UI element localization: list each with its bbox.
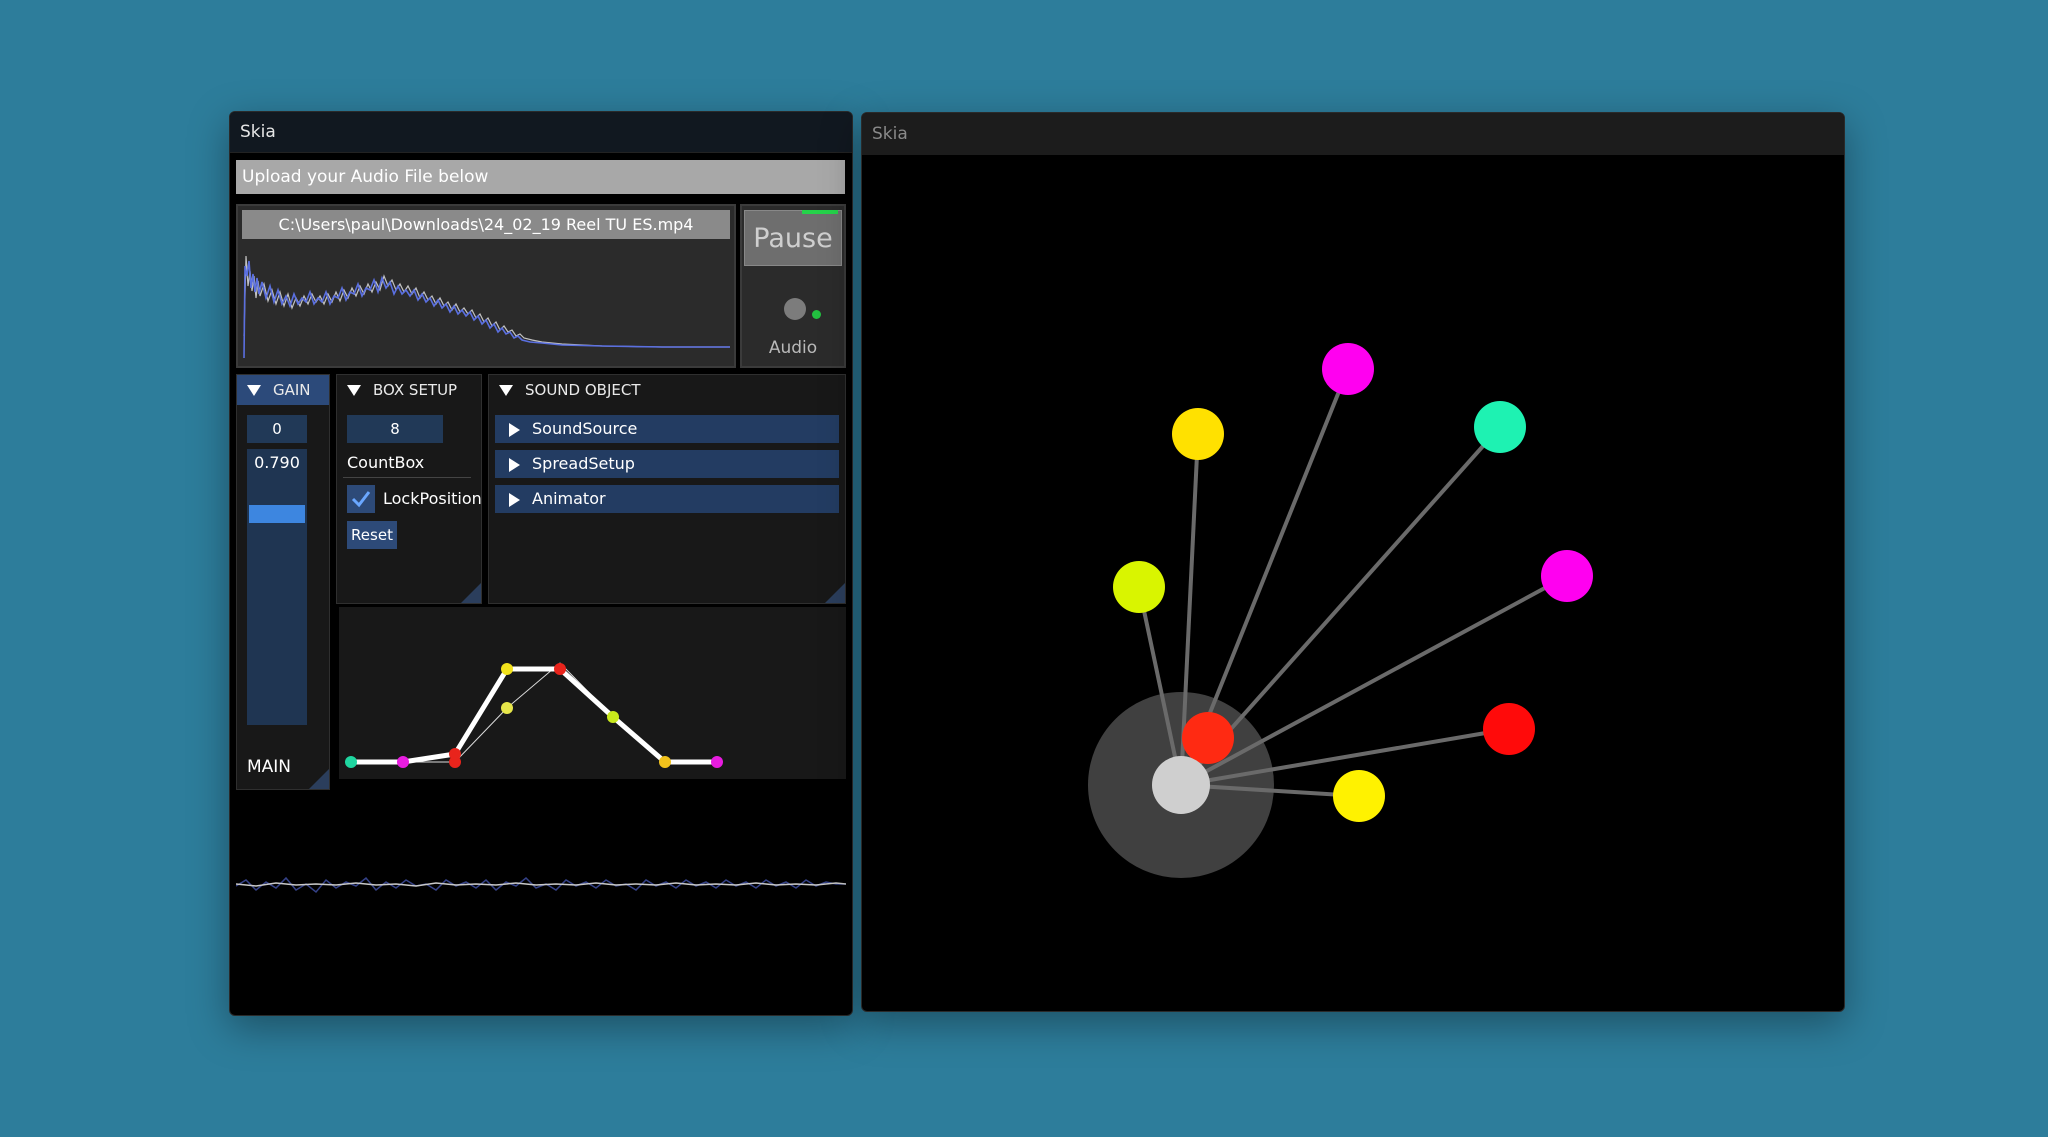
audio-label: Audio bbox=[768, 338, 818, 358]
collapse-triangle-icon bbox=[499, 385, 513, 396]
curve-control-point[interactable] bbox=[554, 663, 566, 675]
spatial-canvas[interactable] bbox=[862, 155, 1844, 1011]
curve-control-point[interactable] bbox=[659, 756, 671, 768]
control-window: Skia Upload your Audio File below C:\Use… bbox=[229, 111, 853, 1016]
window-title: Skia bbox=[862, 113, 1844, 155]
resize-grip[interactable] bbox=[461, 583, 481, 603]
gain-panel: GAIN 0 0.790 MAIN bbox=[236, 374, 330, 790]
resize-grip[interactable] bbox=[825, 583, 845, 603]
gain-slider-thumb[interactable] bbox=[249, 505, 305, 523]
count-box-input[interactable]: 8 bbox=[347, 415, 443, 443]
curve-editor[interactable] bbox=[339, 607, 846, 779]
upload-audio-bar[interactable]: Upload your Audio File below bbox=[236, 160, 845, 194]
tree-item-soundsource[interactable]: SoundSource bbox=[495, 415, 839, 443]
spectrum-display bbox=[243, 255, 730, 359]
expand-triangle-icon bbox=[509, 457, 520, 472]
sound-source-node[interactable] bbox=[1322, 343, 1374, 395]
sound-source-node[interactable] bbox=[1172, 408, 1224, 460]
curve-control-point[interactable] bbox=[501, 663, 513, 675]
collapse-triangle-icon bbox=[347, 385, 361, 396]
playing-indicator bbox=[802, 210, 838, 214]
gain-slider-value: 0.790 bbox=[254, 453, 300, 472]
curve-control-point[interactable] bbox=[501, 702, 513, 714]
lock-position-checkbox[interactable] bbox=[347, 485, 375, 513]
box-setup-header-label: BOX SETUP bbox=[373, 381, 458, 399]
expand-triangle-icon bbox=[509, 422, 520, 437]
player-panel: C:\Users\paul\Downloads\24_02_19 Reel TU… bbox=[236, 204, 736, 368]
file-path-field[interactable]: C:\Users\paul\Downloads\24_02_19 Reel TU… bbox=[242, 210, 730, 239]
box-setup-header[interactable]: BOX SETUP bbox=[337, 375, 481, 405]
window-title: Skia bbox=[230, 112, 852, 153]
tree-item-animator[interactable]: Animator bbox=[495, 485, 839, 513]
listener-node[interactable] bbox=[1152, 756, 1210, 814]
tree-item-label: SpreadSetup bbox=[532, 454, 635, 473]
collapse-triangle-icon bbox=[247, 385, 261, 396]
checkmark-icon bbox=[351, 491, 371, 508]
tree-item-label: SoundSource bbox=[532, 419, 638, 438]
gain-slider[interactable]: 0.790 bbox=[247, 449, 307, 725]
curve-control-point[interactable] bbox=[397, 756, 409, 768]
sound-object-header[interactable]: SOUND OBJECT bbox=[489, 375, 845, 405]
box-setup-panel: BOX SETUP 8 CountBox LockPosition Reset bbox=[336, 374, 482, 604]
transport-panel: Pause Audio bbox=[740, 204, 846, 368]
count-box-label: CountBox bbox=[347, 453, 425, 472]
gain-header[interactable]: GAIN bbox=[237, 375, 329, 405]
audio-knob[interactable] bbox=[784, 298, 806, 320]
expand-triangle-icon bbox=[509, 492, 520, 507]
waveform-display bbox=[236, 876, 846, 894]
sound-source-node[interactable] bbox=[1113, 561, 1165, 613]
curve-control-point[interactable] bbox=[711, 756, 723, 768]
audio-active-led bbox=[812, 310, 821, 319]
divider bbox=[343, 477, 471, 478]
tree-item-label: Animator bbox=[532, 489, 606, 508]
sound-source-node[interactable] bbox=[1474, 401, 1526, 453]
curve-control-point[interactable] bbox=[607, 711, 619, 723]
gain-header-label: GAIN bbox=[273, 381, 311, 399]
curve-control-point[interactable] bbox=[449, 748, 461, 760]
gain-offset-input[interactable]: 0 bbox=[247, 415, 307, 443]
sound-source-node[interactable] bbox=[1483, 703, 1535, 755]
sound-source-node[interactable] bbox=[1541, 550, 1593, 602]
sound-object-header-label: SOUND OBJECT bbox=[525, 381, 641, 399]
main-channel-label: MAIN bbox=[247, 757, 292, 777]
sound-source-node[interactable] bbox=[1182, 712, 1234, 764]
resize-grip[interactable] bbox=[309, 769, 329, 789]
reset-button[interactable]: Reset bbox=[347, 521, 397, 549]
sound-object-panel: SOUND OBJECT SoundSource SpreadSetup Ani… bbox=[488, 374, 846, 604]
curve-control-point[interactable] bbox=[345, 756, 357, 768]
tree-item-spreadsetup[interactable]: SpreadSetup bbox=[495, 450, 839, 478]
sound-source-node[interactable] bbox=[1333, 770, 1385, 822]
pause-button[interactable]: Pause bbox=[744, 210, 842, 266]
lock-position-label: LockPosition bbox=[383, 489, 482, 508]
spatial-view-window: Skia bbox=[861, 112, 1845, 1012]
